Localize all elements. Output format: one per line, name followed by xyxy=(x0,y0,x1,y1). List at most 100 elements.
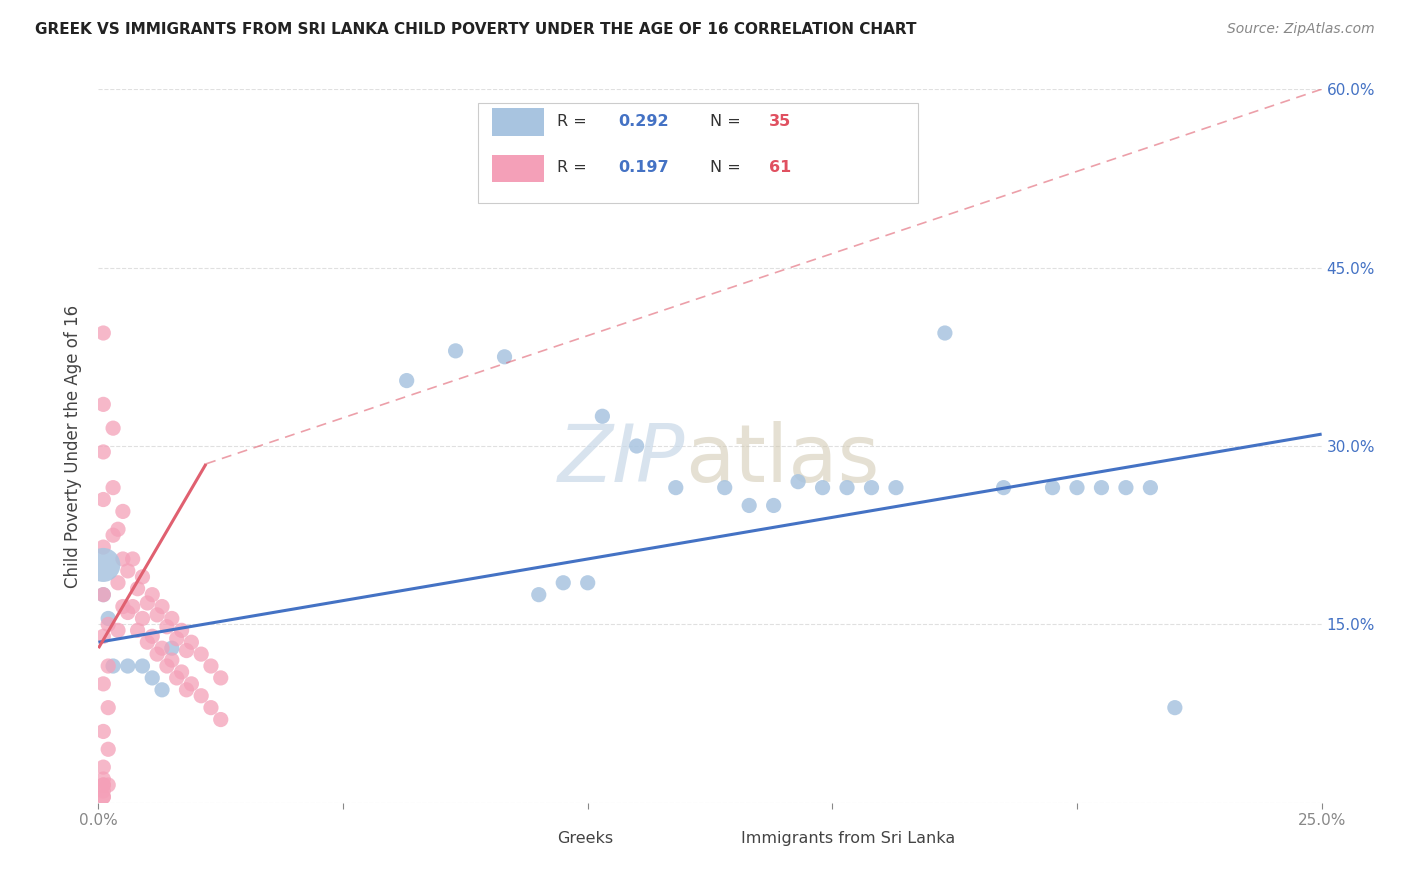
FancyBboxPatch shape xyxy=(492,155,544,182)
Point xyxy=(160,653,183,667)
Text: R =: R = xyxy=(557,114,592,128)
Point xyxy=(117,659,139,673)
FancyBboxPatch shape xyxy=(478,103,918,203)
Point xyxy=(1042,481,1064,495)
Point xyxy=(180,677,202,691)
Point xyxy=(160,611,183,625)
Point xyxy=(141,671,163,685)
Point xyxy=(131,570,153,584)
Point xyxy=(91,760,114,774)
Point xyxy=(180,635,202,649)
Point xyxy=(170,665,193,679)
Point xyxy=(91,540,114,554)
Point xyxy=(127,624,149,638)
Point xyxy=(136,635,159,649)
FancyBboxPatch shape xyxy=(692,830,728,849)
Point xyxy=(527,588,550,602)
Text: Greeks: Greeks xyxy=(557,831,613,846)
Point xyxy=(787,475,810,489)
Point xyxy=(131,659,153,673)
Point xyxy=(91,588,114,602)
Point xyxy=(111,599,134,614)
Point xyxy=(395,374,418,388)
Point xyxy=(993,481,1015,495)
Point xyxy=(166,632,188,646)
Point xyxy=(127,582,149,596)
Point xyxy=(101,421,124,435)
Point xyxy=(117,564,139,578)
Point xyxy=(131,611,153,625)
Point xyxy=(97,617,120,632)
Point xyxy=(576,575,599,590)
Point xyxy=(156,659,179,673)
Point xyxy=(190,689,212,703)
Point xyxy=(1139,481,1161,495)
Point xyxy=(713,481,735,495)
Text: R =: R = xyxy=(557,161,592,175)
Text: Source: ZipAtlas.com: Source: ZipAtlas.com xyxy=(1227,22,1375,37)
Point xyxy=(156,620,179,634)
Point xyxy=(835,481,858,495)
Text: 0.197: 0.197 xyxy=(619,161,669,175)
Point xyxy=(97,611,120,625)
Point xyxy=(91,588,114,602)
Point xyxy=(107,522,129,536)
Point xyxy=(141,588,163,602)
Point xyxy=(190,647,212,661)
Point xyxy=(170,624,193,638)
Point xyxy=(444,343,467,358)
Point xyxy=(494,350,516,364)
Point xyxy=(811,481,834,495)
Text: GREEK VS IMMIGRANTS FROM SRI LANKA CHILD POVERTY UNDER THE AGE OF 16 CORRELATION: GREEK VS IMMIGRANTS FROM SRI LANKA CHILD… xyxy=(35,22,917,37)
Point xyxy=(91,724,114,739)
Point xyxy=(141,629,163,643)
Text: 61: 61 xyxy=(769,161,792,175)
Point xyxy=(91,784,114,798)
Point xyxy=(1115,481,1137,495)
Point xyxy=(150,682,173,697)
Point xyxy=(91,558,114,572)
Point xyxy=(209,713,232,727)
Point xyxy=(200,700,222,714)
Point xyxy=(121,552,143,566)
Text: N =: N = xyxy=(710,114,747,128)
Point xyxy=(626,439,648,453)
Point xyxy=(91,326,114,340)
Point xyxy=(91,778,114,792)
Point xyxy=(176,682,198,697)
Text: ZIP: ZIP xyxy=(558,421,686,500)
Point xyxy=(107,624,129,638)
Point xyxy=(209,671,232,685)
Point xyxy=(101,659,124,673)
Point xyxy=(91,397,114,411)
Point xyxy=(591,409,613,424)
Point xyxy=(111,504,134,518)
Point xyxy=(200,659,222,673)
Text: atlas: atlas xyxy=(686,421,880,500)
Point xyxy=(97,778,120,792)
Point xyxy=(146,607,169,622)
Point xyxy=(160,641,183,656)
Text: 0.292: 0.292 xyxy=(619,114,669,128)
Point xyxy=(166,671,188,685)
Point xyxy=(91,789,114,804)
Point xyxy=(111,552,134,566)
Point xyxy=(665,481,688,495)
Point xyxy=(117,606,139,620)
Point xyxy=(101,528,124,542)
Point xyxy=(107,575,129,590)
Point xyxy=(136,596,159,610)
Point xyxy=(91,677,114,691)
FancyBboxPatch shape xyxy=(508,830,546,849)
Point xyxy=(1164,700,1187,714)
Point xyxy=(97,742,120,756)
Point xyxy=(146,647,169,661)
Point xyxy=(91,772,114,786)
Point xyxy=(91,445,114,459)
Point xyxy=(553,575,575,590)
Point xyxy=(91,778,114,792)
Point xyxy=(150,641,173,656)
Point xyxy=(738,499,761,513)
Text: N =: N = xyxy=(710,161,747,175)
Point xyxy=(934,326,956,340)
